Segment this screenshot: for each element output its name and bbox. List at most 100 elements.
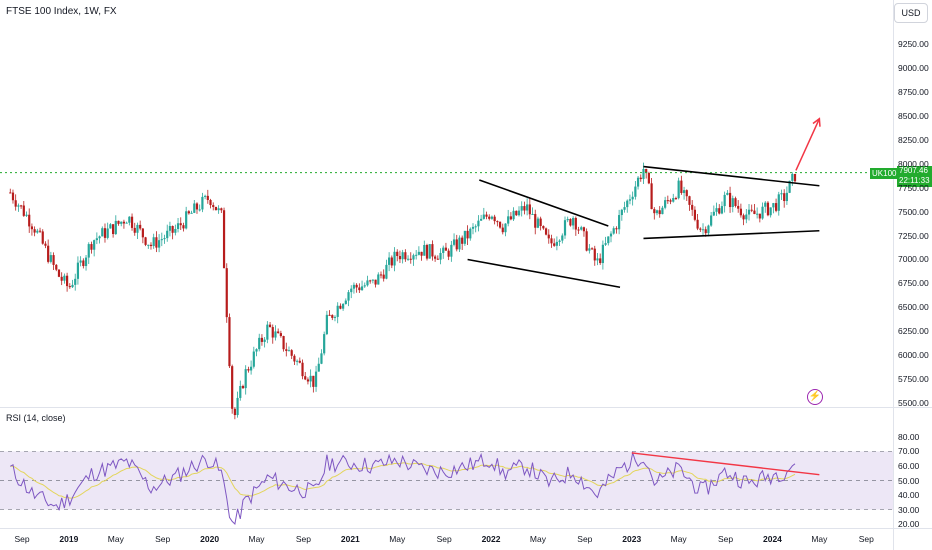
candle-body	[109, 224, 112, 229]
time-axis-label: Sep	[295, 534, 311, 544]
candle-body	[528, 204, 531, 215]
candle-body	[463, 230, 466, 244]
candle-body	[566, 218, 569, 221]
candle-body	[455, 239, 458, 250]
price-axis-label: 7750.00	[898, 182, 929, 193]
candle-body	[409, 258, 412, 260]
time-axis-label: May	[811, 534, 828, 544]
candle-body	[358, 287, 361, 291]
candle-body	[312, 375, 315, 387]
candle-body	[287, 350, 291, 352]
candle-body	[185, 211, 188, 229]
candle-body	[141, 228, 144, 238]
time-axis-label: Sep	[14, 534, 30, 544]
candle-body	[247, 369, 250, 371]
candle-body	[304, 376, 307, 380]
candle-body	[512, 210, 515, 220]
candle-body	[168, 226, 172, 231]
candle-body	[601, 244, 604, 264]
rsi-axis-label: 50.00	[898, 475, 920, 486]
candle-body	[701, 229, 705, 231]
candle-body	[550, 238, 553, 244]
candle-body	[206, 195, 209, 200]
candle-body	[363, 285, 366, 287]
trendline-lower-1	[467, 258, 621, 289]
rsi-indicator-label[interactable]: RSI (14, close)	[6, 413, 66, 423]
candle-body	[672, 198, 675, 202]
candle-body	[723, 194, 726, 207]
candle-body	[271, 327, 274, 338]
candle-body	[712, 211, 715, 216]
candle-body	[344, 300, 347, 304]
candle-body	[639, 177, 642, 180]
candle-body	[526, 204, 529, 211]
price-axis-label: 7000.00	[898, 254, 929, 265]
candle-body	[195, 203, 199, 210]
candle-body	[255, 349, 258, 352]
candle-body	[498, 221, 502, 228]
time-axis-label: May	[248, 534, 265, 544]
candle-body	[325, 314, 328, 335]
symbol-badge: UK100	[870, 168, 899, 179]
candle-body	[417, 251, 420, 255]
candle-body	[347, 292, 350, 301]
candle-body	[485, 214, 488, 217]
price-axis-label: 7500.00	[898, 206, 929, 217]
flash-icon[interactable]: ⚡	[807, 389, 823, 405]
price-axis-label: 9250.00	[898, 39, 929, 50]
candle-body	[647, 172, 650, 184]
current-price-value: 7907.46	[899, 166, 928, 175]
candle-body	[63, 275, 66, 281]
chart-title: FTSE 100 Index, 1W, FX	[6, 6, 117, 17]
candle-body	[599, 258, 602, 264]
candle-body	[642, 168, 645, 180]
time-axis-label: May	[529, 534, 546, 544]
candle-body	[710, 215, 713, 226]
candle-body	[428, 244, 431, 259]
candle-body	[715, 208, 718, 212]
candle-body	[279, 333, 282, 337]
time-axis-label: 2020	[200, 534, 220, 544]
candle-body	[436, 258, 439, 260]
candle-body	[68, 286, 71, 288]
price-axis-label: 5750.00	[898, 374, 929, 385]
candle-body	[769, 207, 772, 216]
candle-body	[420, 251, 423, 256]
candle-body	[406, 258, 410, 260]
candle-body	[333, 316, 337, 318]
candle-body	[30, 226, 34, 230]
candle-body	[331, 315, 334, 318]
candle-body	[152, 237, 155, 247]
candle-body	[369, 280, 372, 282]
bar-countdown: 22:11:33	[899, 176, 930, 185]
candle-body	[377, 274, 380, 285]
candle-body	[655, 210, 659, 214]
candle-body	[60, 276, 63, 281]
candle-body	[130, 216, 134, 228]
candle-body	[241, 385, 245, 389]
candle-body	[461, 237, 464, 244]
candle-body	[691, 204, 694, 210]
candle-body	[731, 198, 734, 208]
candle-body	[306, 379, 310, 382]
candle-body	[699, 228, 702, 230]
candle-body	[734, 198, 737, 206]
price-axis-label: 7250.00	[898, 230, 929, 241]
candle-body	[442, 247, 445, 253]
rsi-axis-label: 80.00	[898, 431, 920, 442]
candle-body	[766, 202, 770, 216]
candle-body	[588, 248, 591, 251]
candle-body	[452, 239, 456, 245]
candle-body	[531, 213, 534, 215]
currency-button[interactable]: USD	[894, 3, 928, 23]
candle-body	[772, 203, 775, 208]
candle-body	[393, 251, 396, 266]
candle-body	[22, 205, 25, 216]
candle-body	[198, 209, 201, 211]
candle-body	[480, 218, 483, 221]
candle-body	[25, 214, 28, 216]
candle-body	[650, 183, 653, 210]
candle-body	[431, 244, 434, 257]
candle-body	[520, 206, 523, 211]
